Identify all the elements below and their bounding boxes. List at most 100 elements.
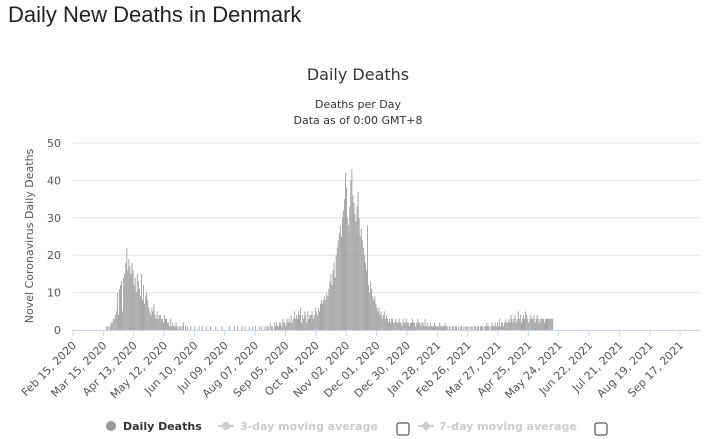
bar-daily-deaths bbox=[366, 270, 367, 330]
bar-daily-deaths bbox=[315, 311, 317, 330]
bar-daily-deaths bbox=[205, 326, 207, 330]
bar-daily-deaths bbox=[379, 315, 381, 330]
bar-daily-deaths bbox=[267, 326, 269, 330]
bar-daily-deaths bbox=[394, 322, 396, 330]
bar-daily-deaths bbox=[304, 311, 306, 330]
bar-daily-deaths bbox=[336, 247, 338, 330]
bar-daily-deaths bbox=[115, 311, 117, 330]
bar-daily-deaths bbox=[428, 326, 430, 330]
bar-daily-deaths bbox=[425, 326, 427, 330]
bar-daily-deaths bbox=[407, 322, 409, 330]
legend-item-3-day-moving-average[interactable]: 3-day moving average bbox=[218, 420, 378, 433]
bar-daily-deaths bbox=[143, 285, 144, 330]
bar-daily-deaths bbox=[185, 326, 186, 330]
y-tick-label: 50 bbox=[47, 137, 61, 150]
bar-daily-deaths bbox=[118, 315, 119, 330]
bar-daily-deaths bbox=[314, 307, 316, 330]
bar-daily-deaths bbox=[164, 315, 165, 330]
bar-daily-deaths bbox=[106, 326, 108, 330]
bar-daily-deaths bbox=[179, 326, 181, 330]
bar-daily-deaths bbox=[132, 270, 134, 330]
bar-daily-deaths bbox=[150, 315, 152, 330]
bar-daily-deaths bbox=[452, 326, 454, 330]
bar-daily-deaths bbox=[541, 318, 543, 330]
bar-daily-deaths bbox=[503, 326, 505, 330]
bar-daily-deaths bbox=[166, 318, 167, 330]
bar-daily-deaths bbox=[403, 322, 405, 330]
toggle-7-day-checkbox[interactable] bbox=[594, 422, 608, 436]
bar-daily-deaths bbox=[284, 322, 286, 330]
bar-daily-deaths bbox=[519, 315, 521, 330]
bar-daily-deaths bbox=[228, 326, 230, 330]
bar-daily-deaths bbox=[286, 318, 288, 330]
bar-daily-deaths bbox=[484, 326, 486, 330]
bar-daily-deaths bbox=[429, 322, 431, 330]
bar-daily-deaths bbox=[201, 326, 203, 330]
bar-daily-deaths bbox=[481, 326, 483, 330]
legend-label: Daily Deaths bbox=[123, 420, 202, 433]
bar-daily-deaths bbox=[281, 326, 283, 330]
bar-daily-deaths bbox=[518, 318, 520, 330]
bar-daily-deaths bbox=[382, 315, 384, 330]
bar-daily-deaths bbox=[526, 315, 528, 330]
bar-daily-deaths bbox=[477, 326, 478, 330]
bar-daily-deaths bbox=[536, 315, 538, 330]
bar-daily-deaths bbox=[360, 229, 362, 330]
bar-daily-deaths bbox=[443, 326, 445, 330]
bar-daily-deaths bbox=[473, 326, 475, 330]
chart-subtitle-line-1: Deaths per Day bbox=[315, 98, 401, 111]
bar-daily-deaths bbox=[342, 217, 343, 330]
bar-daily-deaths bbox=[244, 326, 246, 330]
legend-item-7-day-moving-average[interactable]: 7-day moving average bbox=[418, 420, 577, 433]
bar-daily-deaths bbox=[290, 315, 292, 330]
bar-daily-deaths bbox=[508, 318, 510, 330]
bar-daily-deaths bbox=[547, 318, 549, 330]
bar-daily-deaths bbox=[436, 326, 438, 330]
bar-daily-deaths bbox=[119, 288, 120, 330]
bar-daily-deaths bbox=[532, 318, 534, 330]
bar-daily-deaths bbox=[273, 322, 275, 330]
bar-daily-deaths bbox=[148, 307, 150, 330]
bar-daily-deaths bbox=[122, 311, 124, 330]
bar-daily-deaths bbox=[376, 307, 378, 330]
bar-daily-deaths bbox=[313, 315, 315, 330]
bar-daily-deaths bbox=[499, 318, 500, 330]
bar-daily-deaths bbox=[182, 322, 184, 330]
bar-daily-deaths bbox=[142, 300, 143, 330]
y-axis-ticks: 0 10 20 30 40 50 bbox=[47, 137, 61, 337]
bar-daily-deaths bbox=[412, 318, 413, 330]
bar-daily-deaths bbox=[546, 318, 547, 330]
bar-daily-deaths bbox=[350, 180, 352, 330]
bar-daily-deaths bbox=[352, 195, 354, 330]
bar-daily-deaths bbox=[523, 315, 524, 330]
bar-daily-deaths bbox=[378, 307, 380, 330]
bar-daily-deaths bbox=[276, 322, 277, 330]
legend-item-daily-deaths[interactable]: Daily Deaths bbox=[106, 420, 202, 433]
bar-daily-deaths bbox=[362, 247, 364, 330]
toggle-3-day-checkbox[interactable] bbox=[396, 422, 410, 436]
bar-daily-deaths bbox=[163, 322, 164, 330]
bar-daily-deaths bbox=[113, 318, 115, 330]
bar-daily-deaths bbox=[395, 318, 397, 330]
bar-daily-deaths bbox=[165, 318, 166, 330]
bar-daily-deaths bbox=[332, 270, 334, 330]
bar-daily-deaths bbox=[349, 206, 351, 330]
bar-daily-deaths bbox=[369, 292, 371, 330]
bar-daily-deaths bbox=[404, 322, 406, 330]
bar-daily-deaths bbox=[423, 326, 425, 330]
legend: Daily Deaths 3-day moving average 7-day … bbox=[106, 420, 608, 436]
bar-daily-deaths bbox=[500, 326, 501, 330]
bar-daily-deaths bbox=[300, 307, 301, 330]
bar-daily-deaths bbox=[373, 300, 375, 330]
bar-daily-deaths bbox=[302, 315, 304, 330]
bar-daily-deaths bbox=[234, 326, 236, 330]
bar-daily-deaths bbox=[320, 303, 321, 330]
bar-daily-deaths bbox=[303, 318, 305, 330]
bar-daily-deaths bbox=[478, 326, 479, 330]
bar-daily-deaths bbox=[321, 300, 322, 330]
bar-daily-deaths bbox=[306, 322, 308, 330]
bar-daily-deaths bbox=[514, 315, 516, 330]
bar-daily-deaths bbox=[485, 326, 487, 330]
bar-daily-deaths bbox=[496, 322, 498, 330]
